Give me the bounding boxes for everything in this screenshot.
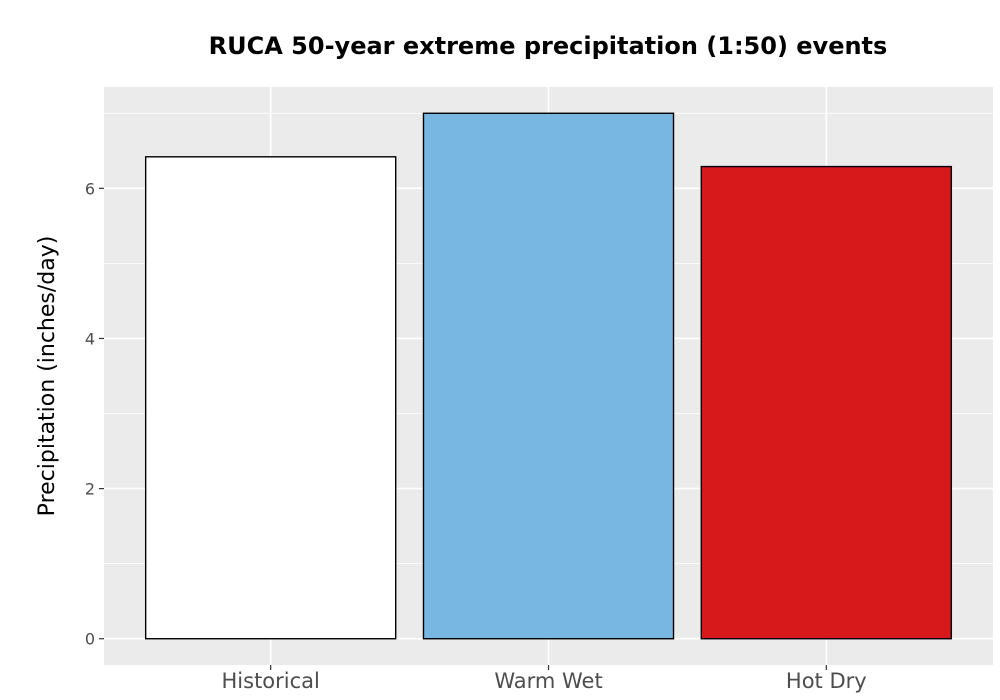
y-tick-label: 0: [85, 630, 95, 649]
y-tick-label: 4: [85, 329, 95, 348]
chart-title: RUCA 50-year extreme precipitation (1:50…: [209, 32, 888, 60]
bar-historical: [144, 156, 397, 640]
x-axis-ticks: Historical Warm Wet Hot Dry: [222, 665, 867, 693]
x-tick-label: Hot Dry: [786, 669, 867, 693]
y-axis-title: Precipitation (inches/day): [35, 236, 60, 517]
y-tick-label: 2: [85, 480, 95, 499]
y-tick-label: 6: [85, 179, 95, 198]
x-tick-label: Warm Wet: [494, 669, 602, 693]
bar-warm-wet: [422, 112, 675, 640]
bar-hot-dry: [700, 165, 953, 640]
y-axis-ticks: 0 2 4 6: [85, 179, 104, 649]
bars: [144, 112, 953, 640]
x-tick-label: Historical: [222, 669, 320, 693]
